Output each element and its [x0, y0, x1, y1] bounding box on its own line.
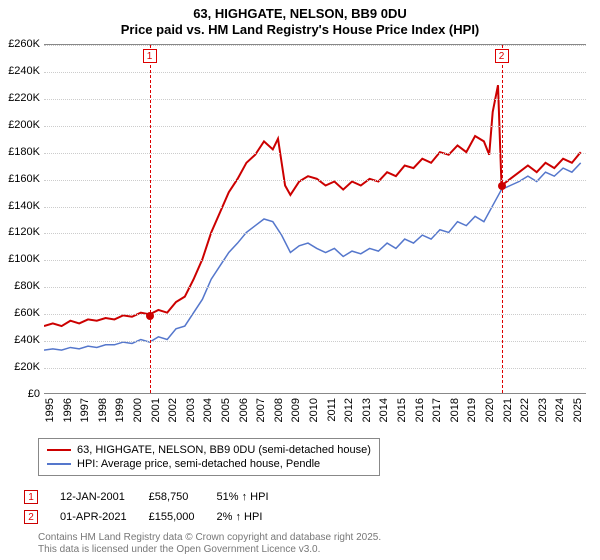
- xtick: 2003: [185, 398, 197, 422]
- legend-row-1: 63, HIGHGATE, NELSON, BB9 0DU (semi-deta…: [47, 443, 371, 457]
- ytick: £140K: [8, 200, 40, 212]
- xtick: 2012: [343, 398, 355, 422]
- xtick: 2004: [202, 398, 214, 422]
- xtick: 2024: [554, 398, 566, 422]
- legend-label-2: HPI: Average price, semi-detached house,…: [77, 458, 320, 470]
- ytick: £0: [28, 388, 40, 400]
- marker-date-1: 12-JAN-2001: [50, 488, 137, 506]
- plot-area: 12: [44, 44, 586, 394]
- footer-line-1: Contains HM Land Registry data © Crown c…: [38, 532, 381, 544]
- x-axis: 1995 1996 1997 1998 1999 2000 2001 2002 2003 2004…: [44, 394, 586, 434]
- marker-box-1: 1: [24, 490, 38, 504]
- marker-price-2: £155,000: [139, 508, 205, 526]
- xtick: 2014: [378, 398, 390, 422]
- marker-point: [498, 182, 506, 190]
- ytick: £200K: [8, 119, 40, 131]
- xtick: 2000: [132, 398, 144, 422]
- gridline: [44, 233, 586, 234]
- ytick: £40K: [14, 334, 40, 346]
- marker-vline: [150, 45, 151, 393]
- xtick: 2009: [290, 398, 302, 422]
- xtick: 2020: [484, 398, 496, 422]
- marker-row-2: 2 01-APR-2021 £155,000 2% ↑ HPI: [14, 508, 279, 526]
- marker-point: [146, 312, 154, 320]
- series-line: [44, 163, 581, 350]
- ytick: £180K: [8, 146, 40, 158]
- legend-label-1: 63, HIGHGATE, NELSON, BB9 0DU (semi-deta…: [77, 444, 371, 456]
- xtick: 2022: [519, 398, 531, 422]
- xtick: 2002: [167, 398, 179, 422]
- gridline: [44, 207, 586, 208]
- ytick: £100K: [8, 253, 40, 265]
- ytick: £160K: [8, 173, 40, 185]
- xtick: 2001: [150, 398, 162, 422]
- gridline: [44, 180, 586, 181]
- xtick: 1999: [114, 398, 126, 422]
- xtick: 1998: [97, 398, 109, 422]
- gridline: [44, 72, 586, 73]
- gridline: [44, 99, 586, 100]
- marker-price-1: £58,750: [139, 488, 205, 506]
- ytick: £80K: [14, 280, 40, 292]
- gridline: [44, 45, 586, 46]
- marker-vline: [502, 45, 503, 393]
- xtick: 2019: [466, 398, 478, 422]
- gridline: [44, 153, 586, 154]
- gridline: [44, 314, 586, 315]
- ytick: £20K: [14, 361, 40, 373]
- xtick: 2011: [326, 398, 338, 422]
- xtick: 2025: [572, 398, 584, 422]
- xtick: 2008: [273, 398, 285, 422]
- xtick: 1996: [62, 398, 74, 422]
- footer-line-2: This data is licensed under the Open Gov…: [38, 544, 381, 556]
- xtick: 2010: [308, 398, 320, 422]
- ytick: £240K: [8, 65, 40, 77]
- legend-swatch-2: [47, 463, 71, 465]
- xtick: 2016: [414, 398, 426, 422]
- ytick: £120K: [8, 226, 40, 238]
- ytick: £60K: [14, 307, 40, 319]
- title-main: 63, HIGHGATE, NELSON, BB9 0DU: [0, 6, 600, 21]
- gridline: [44, 260, 586, 261]
- markers-table: 1 12-JAN-2001 £58,750 51% ↑ HPI 2 01-APR…: [12, 486, 281, 528]
- legend: 63, HIGHGATE, NELSON, BB9 0DU (semi-deta…: [38, 438, 380, 476]
- marker-delta-1: 51% ↑ HPI: [207, 488, 279, 506]
- marker-box-2: 2: [24, 510, 38, 524]
- gridline: [44, 287, 586, 288]
- xtick: 1995: [44, 398, 56, 422]
- xtick: 2013: [361, 398, 373, 422]
- marker-vline-label: 1: [143, 49, 157, 63]
- xtick: 2007: [255, 398, 267, 422]
- xtick: 2018: [449, 398, 461, 422]
- gridline: [44, 341, 586, 342]
- xtick: 2021: [502, 398, 514, 422]
- marker-row-1: 1 12-JAN-2001 £58,750 51% ↑ HPI: [14, 488, 279, 506]
- legend-row-2: HPI: Average price, semi-detached house,…: [47, 457, 371, 471]
- ytick: £260K: [8, 38, 40, 50]
- ytick: £220K: [8, 92, 40, 104]
- footer: Contains HM Land Registry data © Crown c…: [38, 532, 381, 556]
- xtick: 1997: [79, 398, 91, 422]
- gridline: [44, 126, 586, 127]
- marker-date-2: 01-APR-2021: [50, 508, 137, 526]
- legend-swatch-1: [47, 449, 71, 451]
- title-sub: Price paid vs. HM Land Registry's House …: [0, 22, 600, 37]
- chart-container: 63, HIGHGATE, NELSON, BB9 0DU Price paid…: [0, 0, 600, 560]
- xtick: 2015: [396, 398, 408, 422]
- marker-vline-label: 2: [495, 49, 509, 63]
- y-axis: £0£20K£40K£60K£80K£100K£120K£140K£160K£1…: [0, 44, 44, 394]
- title-block: 63, HIGHGATE, NELSON, BB9 0DU Price paid…: [0, 0, 600, 37]
- xtick: 2005: [220, 398, 232, 422]
- xtick: 2006: [238, 398, 250, 422]
- marker-delta-2: 2% ↑ HPI: [207, 508, 279, 526]
- xtick: 2017: [431, 398, 443, 422]
- gridline: [44, 368, 586, 369]
- xtick: 2023: [537, 398, 549, 422]
